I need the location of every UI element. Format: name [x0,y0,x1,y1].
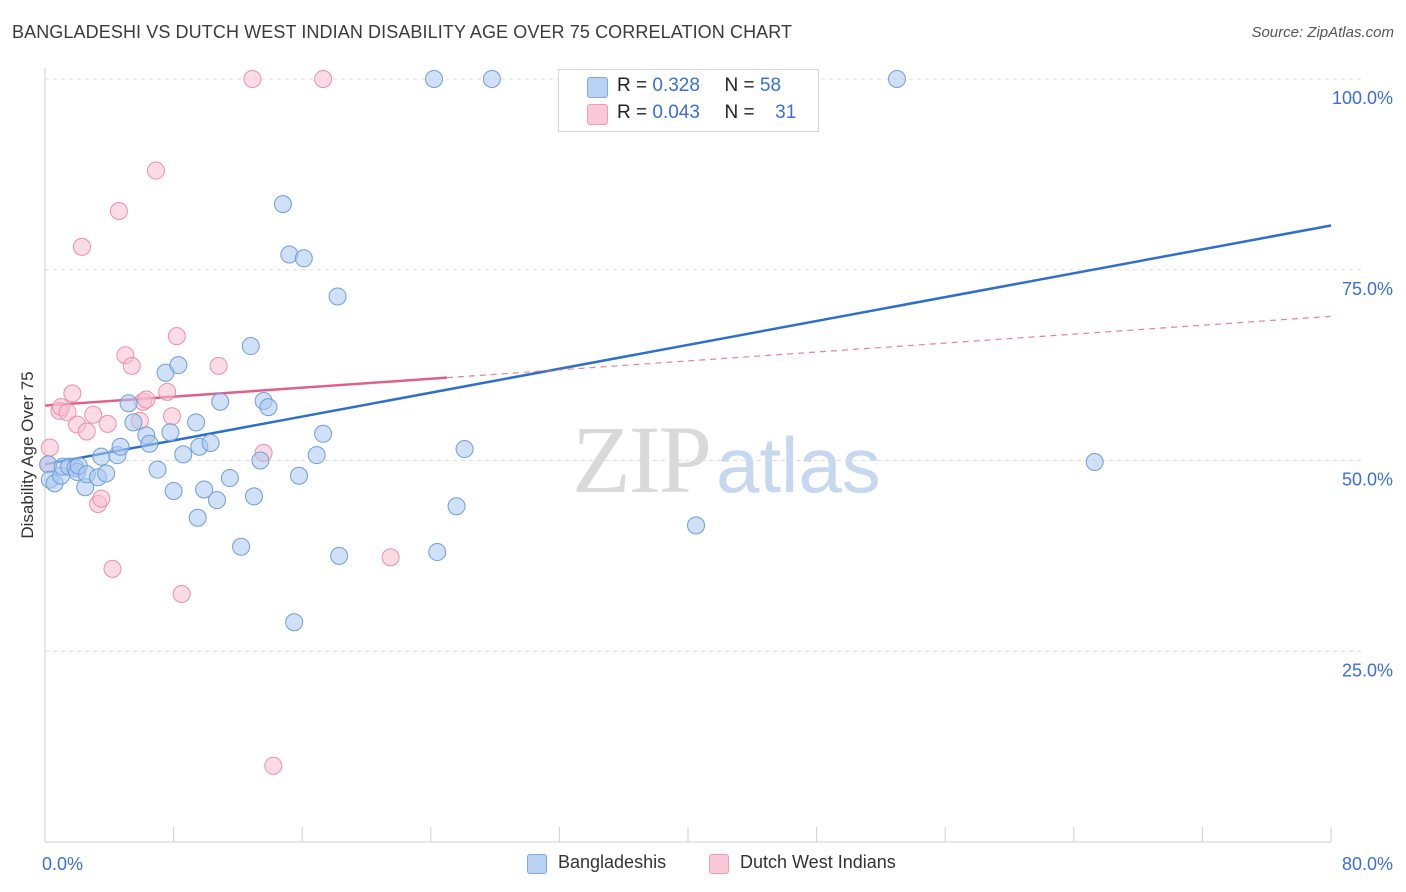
legend-item-bangladeshis: Bangladeshis [527,852,667,874]
y-tick-label: 100.0% [1332,88,1393,108]
point-dutch-west-indians [243,70,262,88]
point-bangladeshis [208,491,227,510]
point-bangladeshis [887,70,906,88]
point-dutch-west-indians [40,438,59,457]
y-tick-label: 50.0% [1342,470,1393,490]
point-bangladeshis [425,70,444,88]
legend-swatch-blue [527,854,547,874]
point-bangladeshis [140,434,159,453]
legend-label: Dutch West Indians [740,852,896,872]
point-dutch-west-indians [92,489,111,508]
point-bangladeshis [124,413,143,432]
point-bangladeshis [97,464,116,483]
point-dutch-west-indians [162,407,181,426]
point-bangladeshis [201,433,220,452]
point-bangladeshis [220,469,239,488]
point-dutch-west-indians [146,161,165,180]
chart-title: BANGLADESHI VS DUTCH WEST INDIAN DISABIL… [12,22,793,42]
point-dutch-west-indians [137,390,156,409]
trend-line-dutch-west-indians [44,376,447,407]
point-dutch-west-indians [209,356,228,375]
point-bangladeshis [259,398,278,417]
watermark: ZIP atlas [572,406,881,513]
n-value: 31 [775,102,797,123]
point-bangladeshis [328,287,347,306]
point-dutch-west-indians [72,237,91,256]
point-bangladeshis [161,423,180,442]
point-dutch-west-indians [381,548,400,567]
point-bangladeshis [174,445,193,464]
point-bangladeshis [428,543,447,562]
watermark-atlas: atlas [716,421,881,509]
n-label: N = [724,102,755,123]
legend-item-dutch-west-indians: Dutch West Indians [709,852,896,874]
legend-swatch-blue [587,77,608,98]
point-dutch-west-indians [98,414,117,433]
point-dutch-west-indians [63,384,82,403]
data-points [39,70,1104,775]
grid [45,78,1361,652]
point-bangladeshis [169,356,188,375]
trend-line-bangladeshis [44,224,1332,466]
r-label: R = [617,75,648,96]
point-dutch-west-indians [172,585,191,604]
point-bangladeshis [307,446,326,465]
x-tick-label: 0.0% [42,854,83,874]
point-bangladeshis [289,466,308,485]
point-bangladeshis [92,447,111,466]
point-dutch-west-indians [84,405,103,424]
point-bangladeshis [687,516,706,535]
watermark-zip: ZIP [572,406,710,513]
point-dutch-west-indians [103,559,122,578]
point-dutch-west-indians [167,327,186,346]
point-bangladeshis [211,392,230,411]
point-dutch-west-indians [122,356,141,375]
y-tick-label: 25.0% [1342,660,1393,680]
x-tick-label: 80.0% [1342,854,1393,874]
point-bangladeshis [455,440,474,459]
point-bangladeshis [119,394,138,413]
point-bangladeshis [241,337,260,356]
r-value: 0.043 [652,102,700,123]
point-bangladeshis [251,451,270,470]
y-tick-label: 75.0% [1342,279,1393,299]
legend-swatch-pink [587,104,608,125]
r-value: 0.328 [652,75,700,96]
point-bangladeshis [188,508,207,527]
point-bangladeshis [111,437,130,456]
point-dutch-west-indians [58,403,77,422]
point-dutch-west-indians [314,70,333,88]
point-bangladeshis [482,70,501,88]
point-bangladeshis [1085,453,1104,472]
point-bangladeshis [148,460,167,479]
trend-line-dutch-west-indians-extension [446,315,1332,379]
legend-label: Bangladeshis [558,852,667,872]
point-bangladeshis [447,497,466,516]
point-bangladeshis [187,413,206,432]
tick-labels: 25.0% 50.0% 75.0% 100.0% 0.0% 80.0% [42,88,1393,874]
point-bangladeshis [330,546,349,565]
point-bangladeshis [164,482,183,501]
legend-row-bangladeshis: R = 0.328 N = 58 [617,75,781,99]
point-bangladeshis [273,195,292,214]
point-bangladeshis [294,249,313,268]
point-bangladeshis [314,424,333,443]
point-dutch-west-indians [77,422,96,441]
r-label: R = [617,102,648,123]
n-label: N = [724,75,755,96]
point-bangladeshis [285,613,304,632]
n-value: 58 [759,75,782,96]
point-bangladeshis [244,487,263,506]
point-dutch-west-indians [109,201,128,220]
point-bangladeshis [232,537,251,556]
legend-swatch-pink [709,854,729,874]
stats-legend: R = 0.328 N = 58 R = 0.043 N = 31 [558,69,819,132]
trend-lines [44,224,1332,466]
source-label: Source: ZipAtlas.com [1251,24,1394,41]
legend-row-dutch-west-indians: R = 0.043 N = 31 [617,102,796,126]
point-bangladeshis [195,480,214,499]
point-dutch-west-indians [158,382,177,401]
point-dutch-west-indians [264,756,283,775]
